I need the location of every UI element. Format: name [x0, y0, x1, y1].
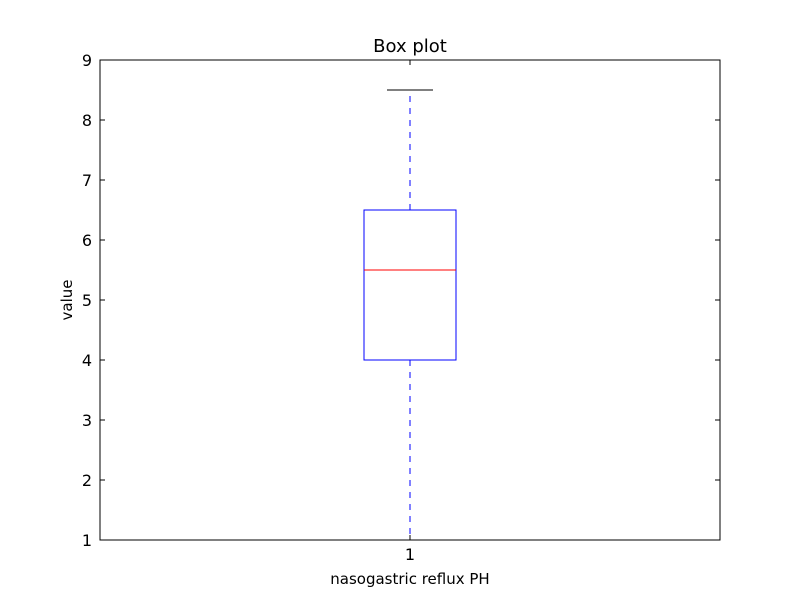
- y-axis-label: value: [58, 280, 76, 321]
- y-tick-label: 4: [82, 351, 92, 370]
- chart-marks: [363, 89, 457, 541]
- y-tick-label: 6: [82, 231, 92, 250]
- y-tick-label: 2: [82, 471, 92, 490]
- y-tick-label: 7: [82, 171, 92, 190]
- y-tick-label: 3: [82, 411, 92, 430]
- y-tick-label: 9: [82, 51, 92, 70]
- x-tick-label: 1: [405, 545, 415, 564]
- x-axis-label: nasogastric reflux PH: [330, 570, 489, 588]
- interquartile-box: [363, 209, 457, 361]
- y-tick-label: 1: [82, 531, 92, 550]
- axis-ticks: 1 2 3 4 5 6 7 8 9 1: [82, 51, 720, 564]
- chart-title: Box plot: [373, 36, 447, 57]
- y-tick-label: 8: [82, 111, 92, 130]
- plot-frame: [99, 59, 721, 541]
- y-tick-label: 5: [82, 291, 92, 310]
